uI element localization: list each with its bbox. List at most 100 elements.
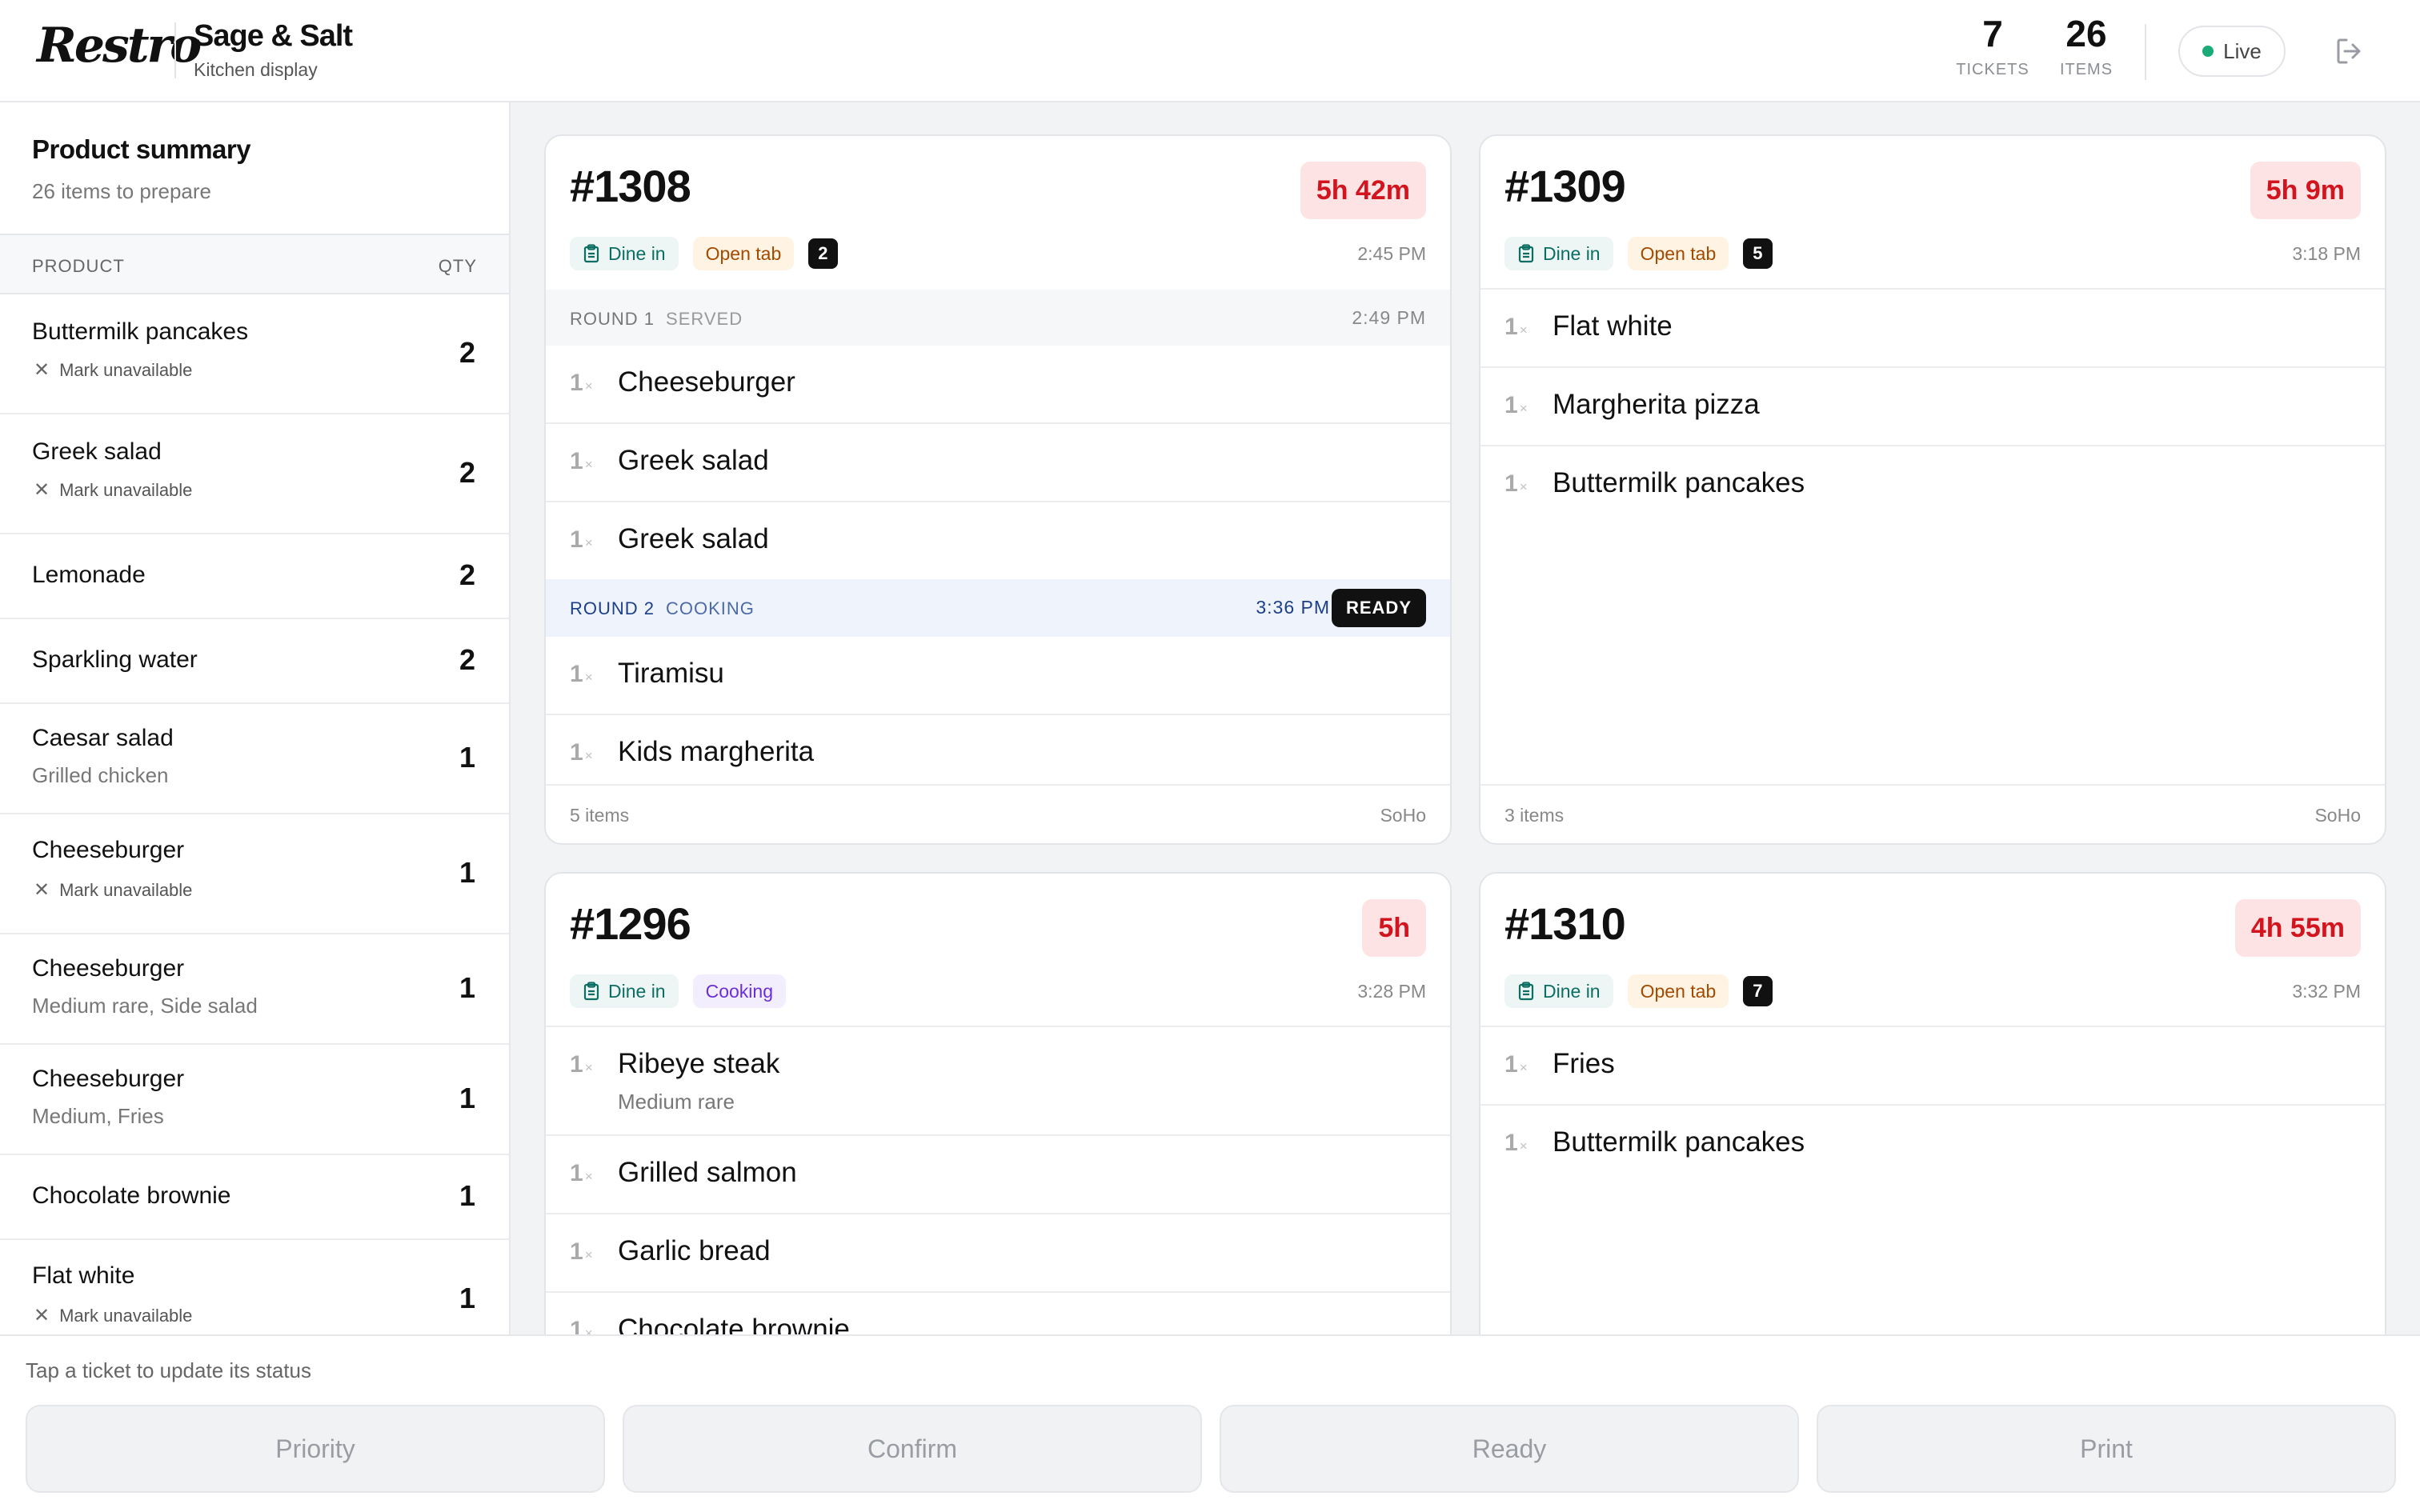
mark-unavailable-label: Mark unavailable — [59, 1305, 193, 1326]
dine-in-tag: Dine in — [570, 237, 679, 270]
dine-in-tag: Dine in — [1504, 974, 1613, 1008]
product-qty: 1 — [459, 1179, 475, 1212]
item-qty-value: 1 — [1504, 1051, 1518, 1078]
item-note: Medium rare — [618, 1090, 735, 1114]
round-ready-button[interactable]: READY — [1331, 589, 1426, 627]
product-row: Sparkling water 2 — [0, 619, 509, 704]
dine-in-label: Dine in — [608, 981, 666, 1002]
item-name: Buttermilk pancakes — [1553, 1126, 1805, 1158]
qty-suffix: × — [1519, 322, 1528, 338]
guest-count-badge: 7 — [1743, 976, 1773, 1006]
product-qty: 1 — [459, 1282, 475, 1314]
close-icon: ✕ — [34, 879, 50, 901]
item-qty: 1 × — [1504, 470, 1528, 498]
product-qty: 1 — [459, 741, 475, 774]
item-qty: 1 × — [570, 526, 593, 554]
status-tag: Open tab — [1627, 974, 1729, 1008]
item-qty-value: 1 — [570, 1160, 583, 1186]
mark-unavailable-button[interactable]: ✕ Mark unavailable — [34, 358, 192, 382]
ticket-item[interactable]: 1 × Chocolate brownie — [546, 1291, 1450, 1334]
ticket-item-count: 3 items — [1504, 805, 1565, 826]
item-qty-value: 1 — [1504, 314, 1518, 340]
item-name: Garlic bread — [618, 1235, 771, 1266]
priority-button[interactable]: Priority — [26, 1405, 605, 1493]
product-row: Cheeseburger Medium rare, Side salad 1 — [0, 934, 509, 1045]
item-qty: 1 × — [570, 661, 593, 688]
item-name: Greek salad — [618, 523, 769, 554]
dine-in-label: Dine in — [1543, 981, 1601, 1002]
restro-logo: Restro — [37, 18, 202, 74]
qty-suffix: × — [1519, 479, 1528, 494]
mark-unavailable-button[interactable]: ✕ Mark unavailable — [34, 878, 192, 902]
live-status-toggle[interactable]: Live — [2178, 26, 2286, 77]
qty-suffix: × — [584, 1060, 593, 1075]
clipboard-icon — [1518, 244, 1534, 263]
ticket-item[interactable]: 1 × Buttermilk pancakes — [1480, 445, 2385, 523]
ticket-card-1308[interactable]: #1308 5h 42m Dine in Open tab 2 2:45 PM … — [544, 134, 1452, 845]
item-qty: 1 × — [1504, 1051, 1528, 1078]
clipboard-icon — [583, 244, 599, 263]
product-row: Flat white ✕ Mark unavailable 1 — [0, 1240, 509, 1334]
ticket-item[interactable]: 1 × Garlic bread — [546, 1213, 1450, 1291]
ticket-card-1309[interactable]: #1309 5h 9m Dine in Open tab 5 3:18 PM 1… — [1479, 134, 2386, 845]
ticket-time: 3:32 PM — [2292, 981, 2361, 1002]
ticket-item[interactable]: 1 × Greek salad — [546, 422, 1450, 501]
confirm-button[interactable]: Confirm — [623, 1405, 1202, 1493]
mark-unavailable-label: Mark unavailable — [59, 359, 193, 380]
venue-subtitle: Kitchen display — [194, 59, 318, 80]
ticket-item[interactable]: 1 × Ribeye steak Medium rare — [546, 1026, 1450, 1134]
ticket-item[interactable]: 1 × Cheeseburger — [546, 346, 1450, 422]
item-name: Buttermilk pancakes — [1553, 467, 1805, 498]
mark-unavailable-button[interactable]: ✕ Mark unavailable — [34, 478, 192, 502]
product-name: Greek salad — [32, 438, 162, 465]
live-dot-icon — [2202, 46, 2214, 57]
qty-suffix: × — [584, 378, 593, 394]
product-qty: 2 — [459, 456, 475, 489]
ticket-time: 3:28 PM — [1357, 981, 1426, 1002]
item-name: Tiramisu — [618, 658, 724, 689]
product-summary-subtitle: 26 items to prepare — [32, 179, 212, 203]
mark-unavailable-button[interactable]: ✕ Mark unavailable — [34, 1304, 192, 1327]
ticket-item[interactable]: 1 × Buttermilk pancakes — [1480, 1104, 2385, 1182]
ready-button[interactable]: Ready — [1220, 1405, 1799, 1493]
live-label: Live — [2223, 38, 2262, 63]
close-icon: ✕ — [34, 479, 50, 501]
ticket-card-1310[interactable]: #1310 4h 55m Dine in Open tab 7 3:32 PM … — [1479, 872, 2386, 1334]
product-note: Medium, Fries — [32, 1104, 164, 1128]
print-button[interactable]: Print — [1817, 1405, 2396, 1493]
ticket-item[interactable]: 1 × Greek salad — [546, 501, 1450, 579]
ticket-location: SoHo — [1380, 805, 1426, 826]
product-name: Sparkling water — [32, 646, 198, 673]
ticket-grid: #1308 5h 42m Dine in Open tab 2 2:45 PM … — [512, 104, 2420, 1334]
ticket-item[interactable]: 1 × Fries — [1480, 1026, 2385, 1104]
item-qty-value: 1 — [570, 661, 583, 687]
tickets-label: TICKETS — [1956, 61, 2029, 78]
ticket-timer: 5h 9m — [2250, 162, 2361, 219]
items-label: ITEMS — [2059, 61, 2113, 78]
product-qty: 2 — [459, 558, 475, 591]
ticket-item[interactable]: 1 × Flat white — [1480, 288, 2385, 366]
dine-in-label: Dine in — [1543, 243, 1601, 264]
product-name: Lemonade — [32, 562, 146, 588]
product-note: Grilled chicken — [32, 763, 169, 787]
ticket-number: #1296 — [570, 898, 691, 949]
qty-suffix: × — [1519, 1138, 1528, 1154]
item-name: Ribeye steak — [618, 1048, 780, 1079]
header-divider — [2145, 24, 2146, 80]
ticket-item[interactable]: 1 × Margherita pizza — [1480, 366, 2385, 445]
ticket-card-1296[interactable]: #1296 5h Dine in Cooking 3:28 PM 1 × Ribe… — [544, 872, 1452, 1334]
item-qty-value: 1 — [1504, 470, 1518, 497]
item-qty: 1 × — [1504, 314, 1528, 341]
guest-count-badge: 5 — [1743, 238, 1773, 269]
round-time: 2:49 PM — [1352, 307, 1426, 328]
ticket-item[interactable]: 1 × Tiramisu — [546, 637, 1450, 714]
ticket-item[interactable]: 1 × Kids margherita — [546, 714, 1450, 792]
item-qty-value: 1 — [570, 370, 583, 396]
product-name: Cheeseburger — [32, 1066, 185, 1092]
ticket-timer: 4h 55m — [2234, 899, 2361, 957]
logout-icon[interactable] — [2334, 35, 2366, 67]
qty-suffix: × — [584, 1247, 593, 1262]
product-name: Chocolate brownie — [32, 1182, 231, 1209]
qty-suffix: × — [584, 535, 593, 550]
ticket-item[interactable]: 1 × Grilled salmon — [546, 1134, 1450, 1213]
